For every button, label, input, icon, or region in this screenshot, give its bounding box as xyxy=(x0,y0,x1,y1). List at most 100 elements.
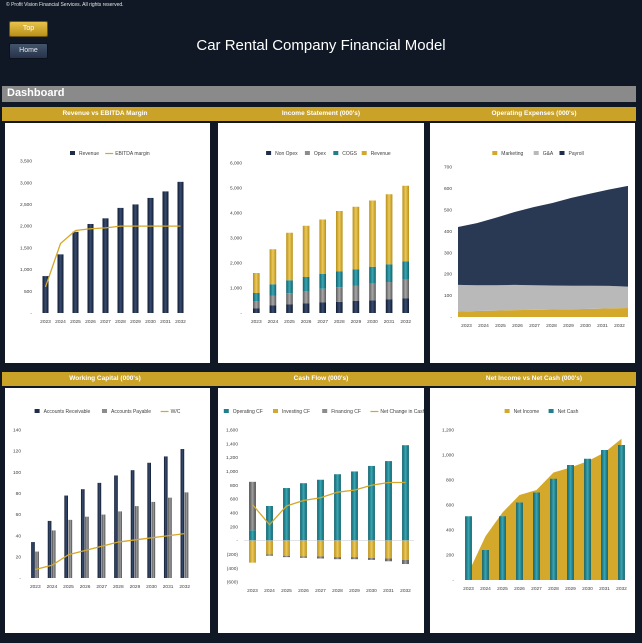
bar-non-opex xyxy=(385,299,393,313)
bar-revenue xyxy=(269,249,277,285)
y-tick-label: 400 xyxy=(230,511,238,517)
x-tick-label: 2030 xyxy=(145,319,156,325)
x-tick-label: 2030 xyxy=(366,588,377,594)
bar-accounts-payable xyxy=(51,530,56,578)
x-tick-label: 2032 xyxy=(400,319,411,325)
bar-opex xyxy=(302,291,310,304)
legend-label: Accounts Receivable xyxy=(44,409,91,415)
legend-label: Financing CF xyxy=(331,409,361,415)
x-tick-label: 2025 xyxy=(497,586,508,592)
y-tick-label: 1,000 xyxy=(442,453,454,459)
legend-swatch xyxy=(322,409,328,413)
legend-swatch xyxy=(361,151,367,155)
x-tick-label: 2029 xyxy=(565,586,576,592)
legend-swatch xyxy=(70,151,75,155)
bar-net-cash xyxy=(465,516,472,580)
bar-financing-cf xyxy=(317,556,324,559)
bar-operating-cf xyxy=(368,465,375,541)
legend-label: Net Change in Cash xyxy=(380,409,424,415)
bar-investing-cf xyxy=(249,540,256,563)
chart-panel-net-income: 1,200 1,000 800 600 400 200 - 2023 2024 2025 2026 2… xyxy=(430,388,635,633)
legend-label: Marketing xyxy=(501,151,523,157)
legend-label: G&A xyxy=(543,151,554,157)
bar-non-opex xyxy=(402,298,410,313)
y-tick-label: 800 xyxy=(230,483,238,489)
bar-accounts-payable xyxy=(85,516,89,578)
bar-accounts-payable xyxy=(68,519,73,578)
legend-label: Revenue xyxy=(371,151,391,157)
y-tick-label: 140 xyxy=(13,428,21,434)
y-tick-label: 800 xyxy=(446,478,454,484)
bar-accounts-receivable xyxy=(31,542,35,578)
bar-revenue xyxy=(402,185,410,262)
bar-operating-cf xyxy=(385,461,392,541)
bar-revenue xyxy=(102,218,109,313)
bar-net-cash xyxy=(550,478,557,580)
x-tick-label: 2025 xyxy=(281,588,292,594)
x-tick-label: 2030 xyxy=(580,323,591,329)
line-net-change-cash xyxy=(252,481,406,526)
y-tick-label: 200 xyxy=(446,553,454,559)
bar-cogs xyxy=(352,269,360,286)
bar-accounts-payable xyxy=(134,506,139,578)
bar-operating-cf xyxy=(334,474,341,541)
x-tick-label: 2023 xyxy=(40,319,51,325)
area-marketing xyxy=(458,308,628,317)
bar-opex xyxy=(335,287,343,302)
y-tick-label: 80 xyxy=(16,491,22,497)
page-title: Car Rental Company Financial Model xyxy=(196,37,446,54)
y-tick-label: 120 xyxy=(13,449,21,455)
chart-title-working-capital: Working Capital (000's) xyxy=(69,375,141,382)
x-tick-label: 2028 xyxy=(113,584,124,590)
bar-revenue xyxy=(132,204,139,313)
chart-title-cash-flow: Cash Flow (000's) xyxy=(293,375,349,382)
chart-panel-cash-flow: 1,600 1,400 1,200 1,000 800 600 400 200 - (200) (4… xyxy=(218,388,424,633)
y-tick-label: 3,000 xyxy=(20,180,32,186)
bar-financing-cf xyxy=(368,557,375,560)
home-button[interactable]: Home xyxy=(10,44,47,58)
bar-financing-cf xyxy=(385,558,392,562)
bar-revenue xyxy=(57,254,64,313)
chart-panel-revenue: 3,500 3,000 2,500 2,000 1,500 1,000 500 - 2023 20… xyxy=(5,123,210,363)
bar-accounts-receivable xyxy=(47,520,52,578)
bar-net-cash xyxy=(499,516,506,580)
area-payroll xyxy=(458,185,628,287)
bar-non-opex xyxy=(369,300,376,313)
copyright-text: © Profit Vision Financial Services. All … xyxy=(6,2,124,8)
x-tick-label: 2028 xyxy=(332,588,343,594)
bar-opex xyxy=(402,279,410,299)
legend-label: Non Opex xyxy=(275,151,298,157)
top-button[interactable]: Top xyxy=(10,22,47,36)
bar-operating-cf xyxy=(317,479,324,541)
bar-investing-cf xyxy=(300,540,307,557)
x-tick-label: 2027 xyxy=(317,319,328,325)
x-tick-label: 2025 xyxy=(495,323,506,329)
legend-swatch xyxy=(533,151,539,155)
legend-label: Net Cash xyxy=(558,409,579,415)
x-tick-label: 2024 xyxy=(480,586,491,592)
y-tick-label: 1,000 xyxy=(226,469,238,475)
y-tick-label: 2,500 xyxy=(20,202,32,208)
x-tick-label: 2031 xyxy=(383,588,394,594)
legend-swatch xyxy=(34,409,40,413)
legend-label: Operating CF xyxy=(233,409,263,415)
legend-swatch xyxy=(102,409,107,413)
x-tick-label: 2023 xyxy=(461,323,472,329)
legend-label: Net Income xyxy=(514,409,540,415)
y-tick-label: 100 xyxy=(13,470,21,476)
x-tick-label: 2031 xyxy=(384,319,395,325)
bar-investing-cf xyxy=(317,540,324,557)
bar-accounts-receivable xyxy=(64,495,69,578)
y-tick-label: (600) xyxy=(227,580,239,586)
x-tick-label: 2030 xyxy=(582,586,593,592)
legend-swatch xyxy=(266,151,272,155)
y-tick-label: 600 xyxy=(446,503,454,509)
y-tick-label: - xyxy=(30,312,32,317)
y-tick-label: 1,600 xyxy=(226,428,238,434)
bar-revenue xyxy=(42,276,49,313)
bar-revenue xyxy=(335,211,343,272)
x-tick-label: 2029 xyxy=(349,588,360,594)
y-tick-label: 5,000 xyxy=(230,186,242,192)
bar-net-cash xyxy=(516,502,523,580)
y-tick-label: 6,000 xyxy=(230,161,242,167)
